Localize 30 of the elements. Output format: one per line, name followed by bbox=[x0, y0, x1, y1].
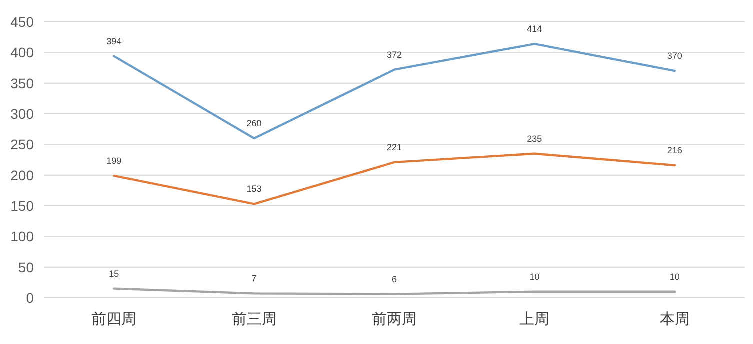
data-label: 7 bbox=[252, 274, 257, 284]
data-label: 372 bbox=[386, 50, 402, 60]
data-label: 6 bbox=[392, 274, 398, 284]
data-label: 370 bbox=[667, 51, 682, 62]
data-label: 10 bbox=[670, 272, 680, 282]
y-tick-label: 0 bbox=[26, 290, 34, 306]
data-label: 216 bbox=[667, 146, 682, 156]
data-label: 394 bbox=[106, 36, 122, 46]
data-label: 10 bbox=[530, 272, 540, 282]
y-tick-label: 400 bbox=[10, 44, 34, 61]
y-tick-label: 350 bbox=[10, 75, 34, 92]
x-tick-label: 本周 bbox=[660, 310, 690, 328]
y-tick-label: 450 bbox=[10, 14, 34, 30]
data-label: 199 bbox=[106, 156, 122, 166]
data-label: 260 bbox=[246, 118, 262, 129]
y-tick-label: 150 bbox=[10, 198, 34, 214]
y-tick-label: 300 bbox=[10, 106, 34, 122]
x-tick-label: 上周 bbox=[520, 310, 550, 328]
y-tick-label: 200 bbox=[10, 167, 34, 184]
x-tick-label: 前三周 bbox=[232, 310, 277, 328]
x-tick-label: 前两周 bbox=[372, 310, 417, 328]
y-tick-label: 50 bbox=[18, 259, 34, 276]
x-tick-label: 前四周 bbox=[92, 310, 137, 328]
data-label: 153 bbox=[246, 184, 262, 194]
data-label: 15 bbox=[109, 268, 120, 279]
data-label: 235 bbox=[527, 134, 542, 144]
data-label: 414 bbox=[527, 24, 542, 34]
data-label: 221 bbox=[386, 142, 402, 152]
y-tick-label: 250 bbox=[10, 136, 34, 153]
y-tick-label: 100 bbox=[10, 228, 34, 245]
